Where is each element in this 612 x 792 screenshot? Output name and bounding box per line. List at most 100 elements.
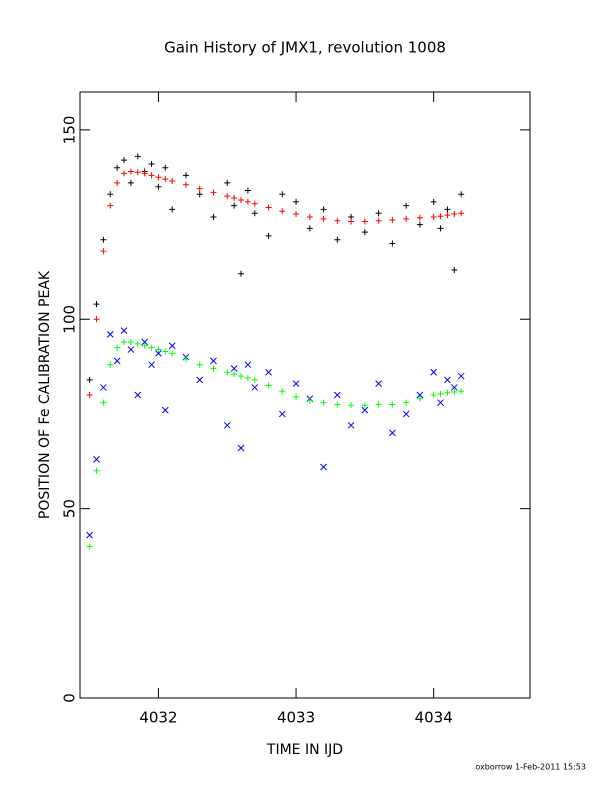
data-point bbox=[210, 213, 217, 220]
data-point bbox=[238, 373, 245, 380]
data-point bbox=[169, 206, 176, 213]
data-point bbox=[279, 208, 286, 215]
data-point bbox=[93, 467, 100, 474]
data-point bbox=[224, 193, 231, 200]
data-point bbox=[134, 340, 141, 347]
data-point bbox=[320, 463, 327, 471]
data-point bbox=[127, 168, 134, 175]
data-point bbox=[293, 393, 300, 400]
data-point bbox=[361, 218, 368, 225]
x-tick-label: 4032 bbox=[139, 709, 177, 727]
data-point bbox=[457, 372, 465, 380]
data-point bbox=[107, 191, 114, 198]
data-point bbox=[141, 170, 148, 177]
data-point bbox=[182, 172, 189, 179]
data-point bbox=[279, 388, 286, 395]
footer: oxborrow 1-Feb-2011 15:53 bbox=[475, 763, 586, 772]
data-point bbox=[224, 179, 231, 186]
data-point bbox=[251, 200, 258, 207]
data-point bbox=[113, 357, 121, 365]
data-point bbox=[210, 357, 217, 365]
data-point bbox=[244, 198, 251, 205]
data-point bbox=[196, 361, 203, 368]
data-point bbox=[265, 204, 272, 211]
data-point bbox=[127, 179, 134, 186]
data-point bbox=[265, 368, 272, 376]
data-point bbox=[389, 217, 396, 224]
y-tick-label: 50 bbox=[61, 499, 79, 518]
data-point bbox=[121, 157, 128, 164]
data-point bbox=[389, 401, 396, 408]
data-point bbox=[107, 202, 114, 209]
data-point bbox=[210, 189, 217, 196]
data-point bbox=[361, 229, 368, 236]
data-point bbox=[182, 181, 189, 188]
data-point bbox=[127, 338, 134, 345]
x-tick-label: 4033 bbox=[277, 709, 315, 727]
y-tick-label: 0 bbox=[61, 693, 79, 703]
data-point bbox=[416, 221, 423, 228]
data-point bbox=[148, 361, 155, 369]
data-point bbox=[169, 178, 176, 185]
chart-title: Gain History of JMX1, revolution 1008 bbox=[164, 39, 446, 57]
data-point bbox=[251, 376, 258, 383]
data-point bbox=[134, 153, 141, 160]
data-point bbox=[361, 406, 369, 414]
y-tick-label: 100 bbox=[61, 305, 79, 334]
data-point bbox=[148, 344, 155, 351]
data-point bbox=[121, 338, 128, 345]
data-point bbox=[334, 217, 341, 224]
data-point bbox=[162, 176, 169, 183]
data-point bbox=[403, 215, 410, 222]
data-point bbox=[100, 248, 107, 255]
data-point bbox=[416, 395, 423, 402]
x-axis-label: TIME IN IJD bbox=[266, 742, 343, 758]
data-point bbox=[278, 410, 286, 418]
data-point bbox=[375, 380, 382, 387]
data-point bbox=[375, 217, 382, 224]
data-point bbox=[244, 374, 251, 381]
data-point bbox=[162, 164, 169, 171]
data-point bbox=[223, 421, 231, 429]
data-point bbox=[155, 183, 162, 190]
data-point bbox=[279, 191, 286, 198]
data-point bbox=[182, 356, 189, 363]
data-point bbox=[169, 350, 176, 357]
data-point bbox=[444, 212, 451, 219]
data-point bbox=[458, 210, 465, 217]
data-point bbox=[114, 344, 121, 351]
data-point bbox=[238, 196, 245, 203]
data-point bbox=[293, 210, 300, 217]
data-point bbox=[244, 187, 251, 194]
data-point bbox=[430, 392, 437, 398]
data-point bbox=[231, 202, 238, 209]
data-point bbox=[444, 389, 451, 396]
data-point bbox=[403, 202, 410, 209]
data-point bbox=[306, 397, 313, 404]
data-point bbox=[210, 365, 217, 372]
data-point bbox=[402, 410, 410, 418]
data-point bbox=[244, 361, 252, 369]
data-point bbox=[231, 371, 238, 378]
data-point bbox=[437, 399, 444, 406]
data-point bbox=[389, 240, 396, 247]
data-point bbox=[224, 369, 231, 376]
data-point bbox=[416, 214, 423, 221]
data-point bbox=[114, 179, 121, 186]
data-point bbox=[306, 225, 313, 232]
data-point bbox=[93, 316, 100, 323]
data-point bbox=[416, 391, 424, 399]
data-point bbox=[293, 198, 300, 205]
y-axis-label: POSITION OF Fe CALIBRATION PEAK bbox=[37, 270, 53, 519]
data-point bbox=[375, 401, 382, 408]
data-point bbox=[347, 421, 355, 429]
data-point bbox=[320, 215, 327, 222]
data-point bbox=[251, 210, 258, 217]
data-point bbox=[86, 543, 93, 550]
data-point bbox=[93, 456, 100, 463]
data-point bbox=[437, 390, 444, 397]
data-point bbox=[148, 172, 155, 179]
data-point bbox=[451, 267, 458, 274]
data-point bbox=[100, 236, 107, 243]
data-point bbox=[141, 338, 149, 346]
